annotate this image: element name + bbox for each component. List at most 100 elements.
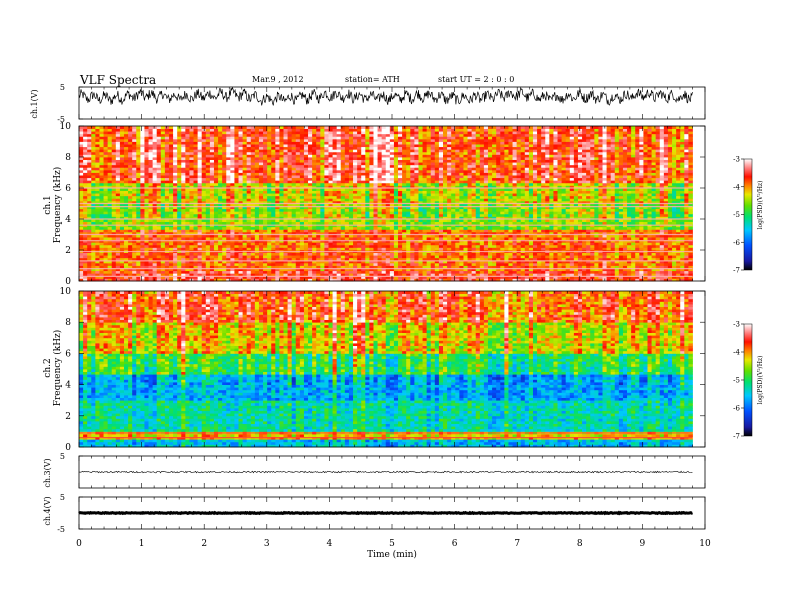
spectrogram-cell <box>205 273 211 277</box>
spectrogram-cell <box>418 262 423 266</box>
spectrogram-cell <box>87 213 92 217</box>
spectrogram-cell <box>336 200 342 204</box>
spectrogram-cell <box>451 244 456 248</box>
spectrogram-cell <box>520 268 526 272</box>
spectrogram-cell <box>508 198 513 202</box>
spectrogram-cell <box>414 265 419 269</box>
spectrogram-cell <box>344 216 350 220</box>
spectrogram-cell <box>492 273 497 277</box>
spectrogram-cell <box>500 200 505 204</box>
spectrogram-cell <box>357 195 362 199</box>
spectrogram-cell <box>622 262 628 266</box>
spectrogram-cell <box>177 260 182 264</box>
spectrogram-cell <box>111 221 117 225</box>
spectrogram-cell <box>684 229 689 233</box>
spectrogram-cell <box>541 275 546 279</box>
spectrogram-cell <box>610 278 616 282</box>
spectrogram-cell <box>430 198 436 202</box>
spectrogram-cell <box>545 252 550 256</box>
spectrogram-cell <box>168 268 174 272</box>
spectrogram-cell <box>610 273 616 277</box>
spectrogram-cell <box>627 244 632 248</box>
spectrogram-cell <box>643 270 648 274</box>
spectrogram-cell <box>119 229 125 233</box>
spectrogram-cell <box>577 216 583 220</box>
spectrogram-cell <box>250 247 256 251</box>
spectrogram-cell <box>631 265 636 269</box>
spectrogram-cell <box>418 237 423 241</box>
spectrogram-cell <box>148 234 154 238</box>
spectrogram-cell <box>549 265 554 269</box>
spectrogram-cell <box>688 275 693 279</box>
spectrogram-cell <box>512 262 518 266</box>
spectrogram-cell <box>639 216 644 220</box>
spectrogram-cell <box>455 198 460 202</box>
spectrogram-cell <box>197 242 203 246</box>
spectrogram-cell <box>438 203 444 207</box>
spectrogram-cell <box>205 268 211 272</box>
spectrogram-cell <box>594 213 599 217</box>
spectrogram-cell <box>500 229 505 233</box>
spectrogram-cell <box>643 244 648 248</box>
spectrogram-cell <box>549 198 554 202</box>
spectrogram-cell <box>451 208 456 212</box>
spectrogram-cell <box>496 234 501 238</box>
spectrogram-cell <box>287 242 293 246</box>
spectrogram-cell <box>569 206 575 210</box>
spectrogram-cell <box>340 203 346 207</box>
spectrogram-cell <box>189 200 194 204</box>
spectrogram-cell <box>475 260 481 264</box>
spectrogram-cell <box>271 206 276 210</box>
spectrogram-cell <box>512 257 518 261</box>
spectrogram-cell <box>443 200 448 204</box>
spectrogram-cell <box>156 208 162 212</box>
spectrogram-cell <box>434 226 440 230</box>
spectrogram-cell <box>663 242 669 246</box>
spectrogram-cell <box>398 255 403 259</box>
spectrogram-cell <box>283 213 288 217</box>
spectrogram-cell <box>553 229 558 233</box>
spectrogram-cell <box>115 247 121 251</box>
spectrogram-cell <box>365 213 370 217</box>
spectrogram-cell <box>242 203 248 207</box>
spectrogram-cell <box>234 213 239 217</box>
spectrogram-cell <box>91 260 96 264</box>
spectrogram-cell <box>357 244 362 248</box>
spectrogram-cell <box>340 262 346 266</box>
spectrogram-cell <box>218 231 223 235</box>
spectrogram-cell <box>676 255 681 259</box>
spectrogram-cell <box>213 273 219 277</box>
spectrogram-cell <box>160 195 166 199</box>
spectrogram-cell <box>447 255 452 259</box>
spectrogram-cell <box>475 229 481 233</box>
spectrogram-cell <box>537 226 542 230</box>
spectrogram-cell <box>447 231 452 235</box>
spectrogram-cell <box>487 206 493 210</box>
spectrogram-cell <box>267 211 272 215</box>
spectrogram-cell <box>443 229 448 233</box>
spectrogram-cell <box>173 242 178 246</box>
spectrogram-cell <box>524 216 530 220</box>
spectrogram-cell <box>447 200 452 204</box>
spectrogram-cell <box>451 255 456 259</box>
spectrogram-cell <box>385 252 391 256</box>
spectrogram-cell <box>144 275 149 279</box>
spectrogram-cell <box>537 260 542 264</box>
spectrogram-cell <box>549 268 554 272</box>
spectrogram-cell <box>647 257 652 261</box>
spectrogram-cell <box>361 262 366 266</box>
spectrogram-cell <box>598 211 603 215</box>
spectrogram-cell <box>361 231 366 235</box>
spectrogram-cell <box>132 198 137 202</box>
spectrogram-cell <box>119 203 125 207</box>
spectrogram-cell <box>213 242 219 246</box>
spectrogram-cell <box>451 242 456 246</box>
spectrogram-cell <box>430 237 436 241</box>
spectrogram-cell <box>582 234 587 238</box>
spectrogram-cell <box>590 234 595 238</box>
spectrogram-cell <box>197 206 203 210</box>
spectrogram-cell <box>467 260 473 264</box>
spectrogram-cell <box>168 262 174 266</box>
spectrogram-cell <box>152 262 158 266</box>
spectrogram-cell <box>123 213 129 217</box>
